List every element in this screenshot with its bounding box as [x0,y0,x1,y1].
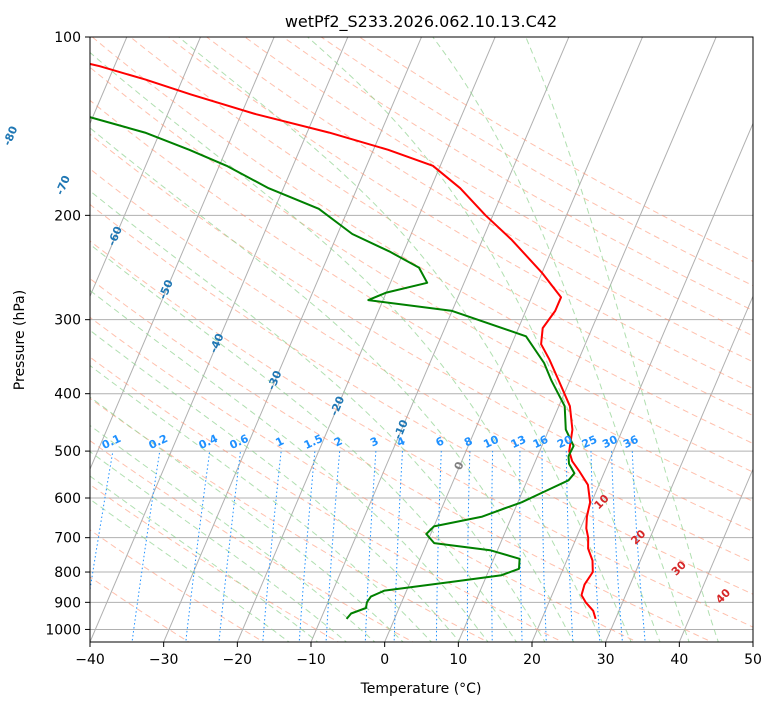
moist-adiabat-line [90,243,518,642]
mixing-ratio-line [519,451,523,642]
series-layer [90,62,597,620]
temperature-profile-line [90,62,597,620]
dry-adiabat-line [90,168,753,563]
mixing-ratio-label: 10 [481,433,501,451]
y-tick-label: 700 [54,531,81,547]
dry-adiabat-line [320,37,753,287]
moist-adiabat-line [90,424,376,642]
y-tick-label: 800 [54,565,81,581]
mixing-ratio-line [491,451,494,642]
mixing-ratio-line [393,451,403,642]
x-tick-label: 40 [670,652,688,668]
dry-adiabat-line [90,440,414,642]
x-tick-label: 0 [380,652,389,668]
moist-adiabat-line [90,127,575,642]
background-lines [90,37,753,642]
y-tick-label: 400 [54,387,81,403]
mixing-ratio-label: 20 [555,433,575,451]
mixing-ratio-line [590,451,601,642]
mixing-ratio-line [364,451,377,642]
mixing-ratio-line [565,451,574,642]
x-tick-label: 10 [449,652,467,668]
mixing-ratio-line [435,451,442,642]
moist-adiabat-line [432,37,690,642]
dry-adiabat-line [91,37,753,445]
x-tick-label: −20 [223,652,253,668]
dry-adiabat-line [90,240,753,628]
isotherm-line [90,37,202,298]
y-tick-label: 600 [54,491,81,507]
moist-adiabat-line [90,498,290,642]
dry-adiabat-line [205,37,753,363]
moist-adiabat-line [90,289,489,642]
dry-adiabat-line [90,397,489,642]
x-tick-label: 30 [597,652,615,668]
moist-adiabat-line [90,396,404,642]
mixing-ratio-line [466,451,471,642]
chart-title: wetPf2_S233.2026.062.10.13.C42 [285,12,557,32]
x-tick-label: 50 [744,652,762,668]
y-tick-label: 200 [54,208,81,224]
dry-adiabat-line [90,316,639,642]
dry-adiabat-line [129,37,753,417]
isotherm-line [310,37,570,642]
isotherm-line [531,122,753,642]
mixing-ratio-line [541,451,547,642]
plot-frame [89,36,754,643]
moist-adiabat-line [90,51,603,642]
isotherm-line [384,37,644,642]
moist-adiabat-line [178,37,632,642]
dewpoint-profile-line [90,116,576,620]
dry-adiabat-line [90,483,340,642]
y-tick-label: 500 [54,444,81,460]
y-tick-label: 300 [54,313,81,329]
dry-adiabat-line [90,203,753,595]
mixing-ratio-label: 30 [600,433,620,451]
y-tick-label: 1000 [45,622,81,638]
x-tick-label: 20 [523,652,541,668]
moist-adiabat-line [90,475,319,642]
dry-adiabat-line [90,133,753,533]
dry-adiabat-line [244,37,753,337]
isotherm-line [163,37,423,642]
dry-adiabat-line [90,278,713,642]
mixing-ratio-label: 16 [531,433,551,451]
isotherm-line [605,295,753,642]
y-axis-ticks: 1000 900 800 700 600 500 400 300 200 100 [45,30,90,638]
y-tick-label: 900 [54,595,81,611]
mixing-ratio-label: 13 [509,433,528,451]
dry-adiabat-line [90,66,753,473]
x-axis-ticks: −40 −30 −20 −10 0 10 20 30 40 50 [75,642,762,668]
mixing-ratio-label: 36 [621,433,641,451]
moist-adiabat-line [90,329,461,642]
y-axis-label: Pressure (hPa) [12,290,28,390]
dry-adiabat-line [90,529,265,642]
x-axis-label: Temperature (°C) [360,681,482,697]
isotherm-line [236,37,496,642]
moist-adiabat-line [90,364,433,642]
mixing-ratio-label: 25 [580,433,599,451]
moist-adiabat-line [525,37,719,642]
x-tick-label: −40 [75,652,105,668]
moist-adiabat-line [307,37,661,642]
x-tick-label: −30 [149,652,179,668]
y-tick-label: 100 [54,30,81,46]
dry-adiabat-line [90,356,564,642]
x-tick-label: −10 [296,652,326,668]
isotherm-line [678,467,753,642]
